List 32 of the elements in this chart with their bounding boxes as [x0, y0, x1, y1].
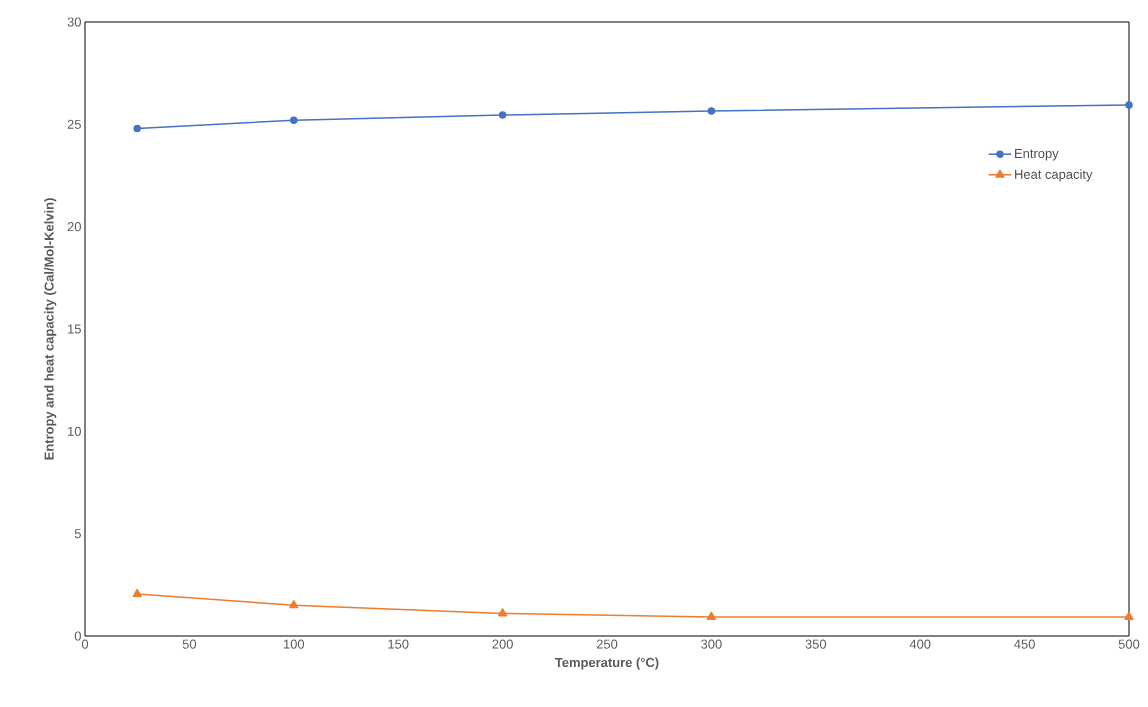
- y-tick-label: 10: [68, 426, 81, 436]
- x-tick-label: 400: [909, 639, 931, 649]
- x-tick-label: 100: [283, 639, 305, 649]
- point: [1124, 611, 1134, 620]
- legend-label: Entropy: [1015, 148, 1059, 161]
- legend-label: Heat capacity: [1015, 169, 1093, 182]
- x-tick-label: 200: [492, 639, 513, 649]
- point: [707, 107, 716, 115]
- point: [498, 111, 507, 119]
- point: [132, 588, 142, 598]
- y-tick-label: 5: [74, 529, 81, 539]
- y-tick-label: 30: [67, 17, 81, 27]
- point: [290, 116, 298, 124]
- point: [497, 608, 508, 617]
- y-tick-label: 20: [67, 222, 81, 232]
- point: [1125, 101, 1133, 109]
- x-tick-label: 350: [805, 639, 827, 649]
- x-tick-label: 500: [1118, 639, 1140, 649]
- y-axis-title: Entropy and heat capacity (Cal/Mol-Kelvin): [44, 198, 57, 460]
- x-axis-title: Temperature (°C): [555, 657, 659, 670]
- y-tick-label: 25: [67, 119, 81, 129]
- x-tick-label: 450: [1014, 639, 1035, 649]
- x-tick-label: 250: [596, 639, 618, 649]
- point: [289, 600, 299, 609]
- x-tick-label: 0: [81, 639, 89, 649]
- x-tick-label: 300: [701, 639, 722, 649]
- y-tick-label: 15: [68, 324, 81, 334]
- x-tick-label: 50: [182, 639, 197, 649]
- x-tick-label: 150: [388, 639, 409, 649]
- point: [133, 124, 141, 133]
- point: [706, 611, 717, 620]
- y-tick-label: 0: [74, 631, 81, 641]
